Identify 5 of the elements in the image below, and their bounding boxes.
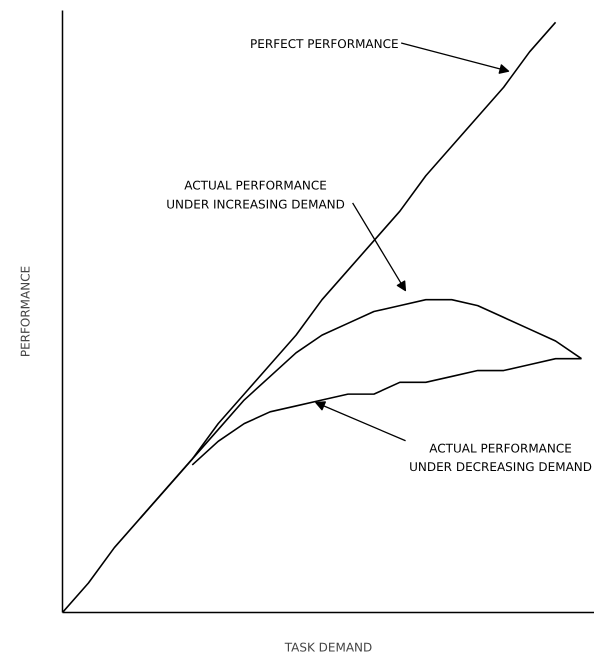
x-axis-title: TASK DEMAND xyxy=(284,640,372,654)
annotation: ACTUAL PERFORMANCE UNDER DECREASING DEMAND xyxy=(409,441,592,474)
annotation: ACTUAL PERFORMANCE UNDER INCREASING DEMAND xyxy=(166,178,345,212)
annotation: PERFECT PERFORMANCE xyxy=(250,37,399,52)
y-axis-title: PERFORMANCE xyxy=(18,266,32,358)
